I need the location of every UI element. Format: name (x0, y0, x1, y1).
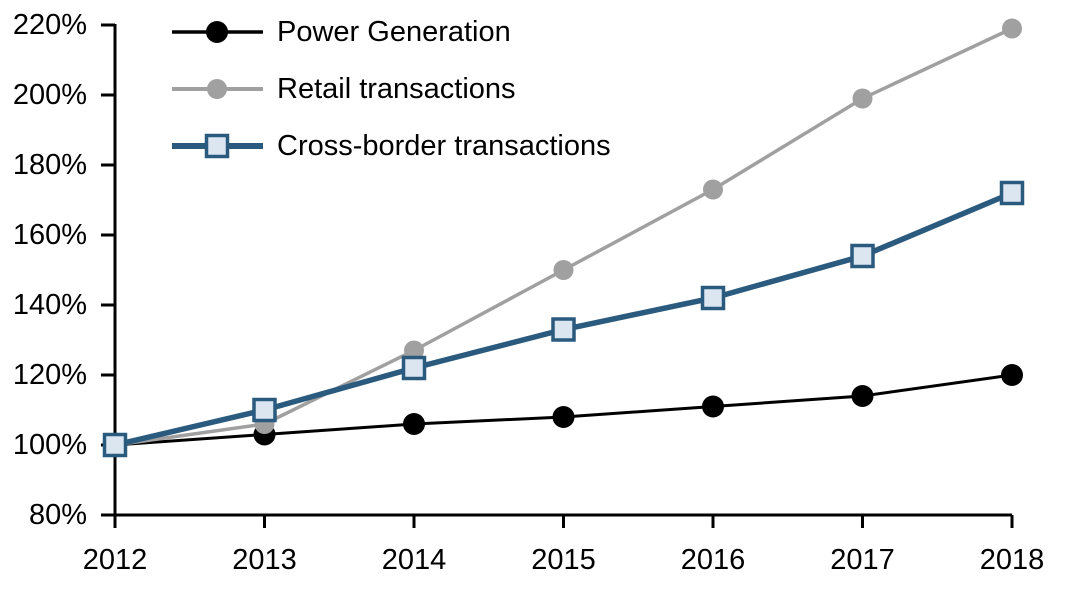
data-point (401, 355, 427, 381)
y-axis-label: 120% (13, 359, 87, 391)
x-axis-label: 2018 (980, 544, 1045, 576)
data-point (999, 180, 1025, 206)
x-axis-label: 2016 (681, 544, 746, 576)
data-point (102, 432, 128, 458)
data-point (852, 88, 873, 109)
y-axis-label: 180% (13, 149, 87, 181)
legend-swatch-power-generation (172, 21, 263, 43)
legend-item-retail-transactions: Retail transactions (170, 72, 611, 106)
y-axis-label: 80% (29, 499, 87, 531)
y-axis-label: 100% (13, 429, 87, 461)
data-point (700, 285, 726, 311)
x-axis-label: 2015 (531, 544, 596, 576)
data-point (552, 406, 575, 428)
series-0 (104, 364, 1023, 456)
x-axis-label: 2012 (83, 544, 148, 576)
data-point (553, 260, 574, 280)
x-axis-label: 2013 (232, 544, 297, 576)
data-point (850, 243, 875, 269)
legend-swatch-cross-border-transactions (172, 133, 263, 159)
data-point (1001, 364, 1023, 386)
y-axis-label: 200% (13, 79, 87, 111)
data-point (702, 395, 724, 418)
data-point (403, 413, 425, 435)
data-point (404, 340, 424, 361)
data-point (851, 385, 874, 407)
data-point (252, 397, 277, 423)
legend-item-power-generation: Power Generation (170, 15, 611, 49)
legend-label-retail-transactions: Retail transactions (277, 72, 516, 105)
legend-label-power-generation: Power Generation (277, 15, 511, 48)
legend-marker-sample (206, 21, 228, 43)
y-axis-label: 160% (13, 219, 87, 251)
legend-marker-sample (207, 79, 227, 99)
data-point (703, 179, 723, 200)
legend-item-cross-border-transactions: Cross-border transactions (170, 129, 611, 163)
y-axis-label: 140% (13, 289, 87, 321)
data-point (1002, 18, 1022, 39)
x-axis-label: 2014 (382, 544, 447, 576)
chart-legend: Power Generation Retail transactions Cro… (170, 15, 611, 163)
data-point (551, 317, 576, 342)
legend-label-cross-border-transactions: Cross-border transactions (277, 129, 611, 162)
y-axis-label: 220% (13, 9, 87, 41)
series-2 (102, 180, 1025, 458)
legend-marker-sample (204, 133, 230, 159)
legend-swatch-retail-transactions (172, 79, 263, 99)
x-axis-label: 2017 (830, 544, 895, 576)
